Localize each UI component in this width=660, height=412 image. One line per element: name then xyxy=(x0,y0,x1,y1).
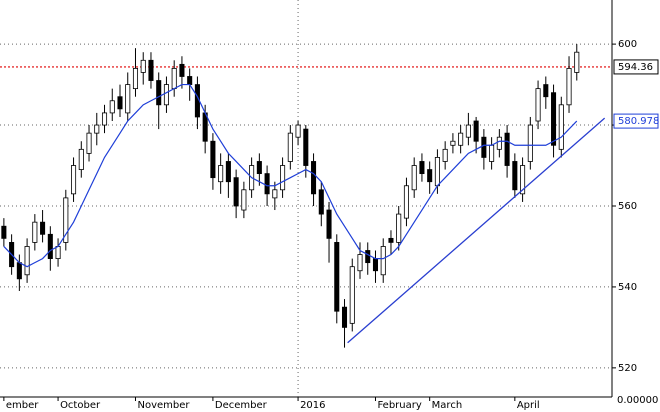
candle-body xyxy=(78,148,84,170)
candle-body xyxy=(16,262,22,280)
candle-body xyxy=(365,250,371,264)
candle-body xyxy=(272,189,278,199)
candle-body xyxy=(303,128,309,166)
candle-body xyxy=(311,161,317,195)
candle-body xyxy=(450,140,456,146)
x-tick-label: December xyxy=(215,400,268,411)
x-tick-label: February xyxy=(377,400,421,411)
resistance-box xyxy=(613,59,659,75)
candle-body xyxy=(574,51,580,73)
y-axis-footer: 0.00000 xyxy=(617,395,658,406)
candle-body xyxy=(241,189,247,211)
candle-body xyxy=(256,161,262,175)
candle-body xyxy=(63,197,69,243)
candle-body xyxy=(32,221,38,243)
candle-body xyxy=(295,124,301,138)
resistance-label: 594.36 xyxy=(618,62,653,73)
y-tick-label: 600 xyxy=(618,39,637,50)
candle-body xyxy=(403,185,409,219)
candle-body xyxy=(140,59,146,73)
candle-body xyxy=(109,100,115,114)
candle-body xyxy=(372,258,379,272)
candle-body xyxy=(233,177,239,207)
candle-body xyxy=(551,92,557,146)
y-tick-label: 540 xyxy=(618,282,637,293)
candle-body xyxy=(512,161,518,191)
candle-body xyxy=(527,124,533,162)
candle-body xyxy=(489,144,495,162)
candle-body xyxy=(504,132,510,166)
candle-body xyxy=(132,67,139,90)
candle-body xyxy=(280,165,286,191)
candle-body xyxy=(156,80,162,106)
candle-body xyxy=(434,157,440,187)
x-tick-label: April xyxy=(517,400,540,411)
trendline xyxy=(347,117,606,344)
y-tick-label: 520 xyxy=(618,363,637,374)
candle-body xyxy=(496,136,502,150)
candle-body xyxy=(566,67,572,106)
candle-body xyxy=(264,173,270,195)
candle-body xyxy=(47,233,53,259)
candle-body xyxy=(163,84,169,106)
candle-body xyxy=(287,132,293,162)
candle-body xyxy=(357,254,363,272)
x-tick-label: October xyxy=(60,400,101,411)
candle-body xyxy=(419,161,425,175)
candle-body xyxy=(388,237,394,243)
x-tick-label: November xyxy=(137,400,190,411)
candle-body xyxy=(148,59,154,81)
candle-body xyxy=(179,63,185,77)
moving-average-last-label: 580.978 xyxy=(618,116,659,127)
candle-body xyxy=(481,136,487,158)
candle-body xyxy=(520,165,526,195)
candle-body xyxy=(318,189,324,215)
candle-body xyxy=(55,246,61,259)
candle-body xyxy=(543,84,549,98)
x-tick-label: ember xyxy=(6,400,39,411)
candle-body xyxy=(24,246,30,276)
candle-body xyxy=(427,169,433,183)
candle-body xyxy=(442,148,448,162)
candle-body xyxy=(125,84,131,114)
candle-body xyxy=(334,242,340,312)
x-tick-label: March xyxy=(432,400,462,411)
candle-body xyxy=(1,225,7,239)
candle-body xyxy=(210,140,216,179)
y-tick-label: 560 xyxy=(618,201,637,212)
candle-body xyxy=(458,132,464,146)
candle-body xyxy=(473,120,479,142)
candle-body xyxy=(326,209,332,239)
candle-body xyxy=(396,213,402,243)
candle-body xyxy=(94,124,100,134)
candle-body xyxy=(465,124,471,138)
candle-body xyxy=(187,76,193,85)
candle-body xyxy=(86,132,92,154)
candle-body xyxy=(40,221,46,235)
candle-body xyxy=(380,246,386,276)
candle-body xyxy=(171,67,177,90)
moving-average xyxy=(3,83,578,268)
candle-body xyxy=(411,165,417,191)
candle-body xyxy=(218,165,224,183)
x-tick-label: 2016 xyxy=(300,400,325,411)
moving-average-last-box xyxy=(613,113,659,129)
candle-body xyxy=(225,161,231,183)
candle-body xyxy=(349,266,355,324)
candle-body xyxy=(117,96,123,110)
candle-body xyxy=(101,112,108,126)
candle-body xyxy=(558,104,564,150)
candle-body xyxy=(71,165,77,195)
candle-body xyxy=(535,88,541,122)
candle-body xyxy=(341,306,348,328)
